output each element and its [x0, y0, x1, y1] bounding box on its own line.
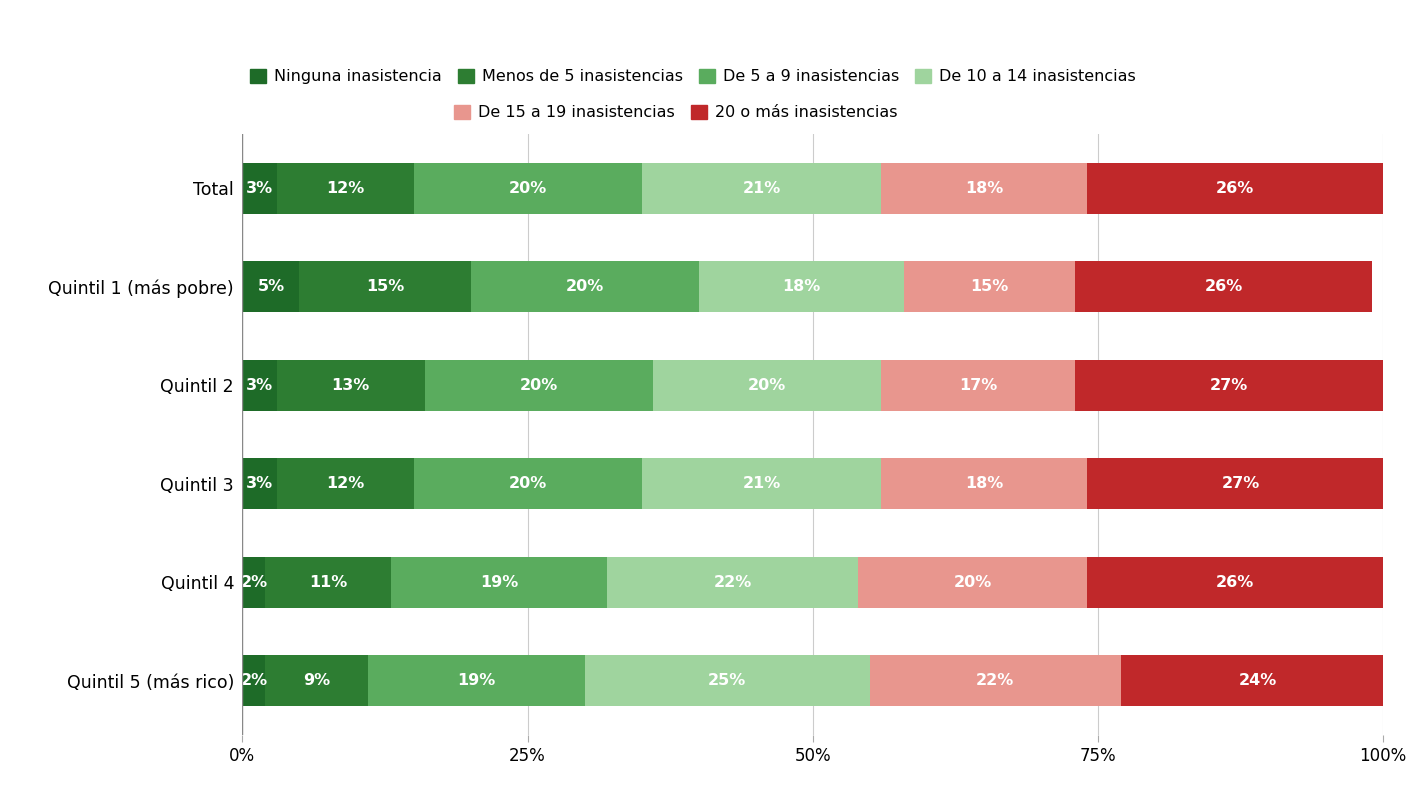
Text: 19%: 19%: [481, 574, 518, 589]
Text: 26%: 26%: [1216, 574, 1253, 589]
Text: 3%: 3%: [245, 181, 274, 196]
Text: 27%: 27%: [1222, 476, 1259, 491]
Text: 20%: 20%: [749, 378, 786, 393]
Text: 11%: 11%: [309, 574, 347, 589]
Bar: [1087, 458, 1395, 510]
Text: 20%: 20%: [566, 280, 603, 295]
Text: 21%: 21%: [743, 476, 780, 491]
Text: 19%: 19%: [458, 673, 495, 688]
Text: 12%: 12%: [327, 476, 364, 491]
Text: 18%: 18%: [965, 181, 1002, 196]
Text: 26%: 26%: [1216, 181, 1253, 196]
Bar: [881, 458, 1087, 510]
Text: 5%: 5%: [257, 280, 285, 295]
Text: 15%: 15%: [971, 280, 1008, 295]
Bar: [368, 655, 585, 706]
Bar: [242, 556, 265, 608]
Bar: [904, 261, 1075, 313]
Bar: [414, 163, 642, 214]
Text: 24%: 24%: [1239, 673, 1276, 688]
Bar: [391, 556, 607, 608]
Text: 20%: 20%: [520, 378, 558, 393]
Text: 20%: 20%: [509, 181, 546, 196]
Bar: [699, 261, 904, 313]
Bar: [1075, 359, 1383, 411]
Legend: De 15 a 19 inasistencias, 20 o más inasistencias: De 15 a 19 inasistencias, 20 o más inasi…: [455, 105, 897, 120]
Text: 15%: 15%: [366, 280, 404, 295]
Bar: [1087, 556, 1383, 608]
Bar: [414, 458, 642, 510]
Bar: [870, 655, 1121, 706]
Bar: [881, 359, 1075, 411]
Bar: [242, 359, 277, 411]
Text: 18%: 18%: [965, 476, 1002, 491]
Bar: [585, 655, 870, 706]
Bar: [265, 655, 368, 706]
Bar: [607, 556, 858, 608]
Bar: [242, 655, 265, 706]
Bar: [277, 163, 414, 214]
Text: 20%: 20%: [509, 476, 546, 491]
Bar: [242, 163, 277, 214]
Text: 3%: 3%: [245, 378, 274, 393]
Bar: [1075, 261, 1372, 313]
Text: 12%: 12%: [327, 181, 364, 196]
Text: 22%: 22%: [977, 673, 1014, 688]
Bar: [277, 359, 425, 411]
Bar: [653, 359, 881, 411]
Bar: [642, 163, 881, 214]
Text: 9%: 9%: [302, 673, 331, 688]
Bar: [242, 261, 299, 313]
Bar: [471, 261, 699, 313]
Text: 2%: 2%: [240, 574, 268, 589]
Text: 18%: 18%: [783, 280, 820, 295]
Text: 26%: 26%: [1205, 280, 1242, 295]
Text: 2%: 2%: [240, 673, 268, 688]
Text: 3%: 3%: [245, 476, 274, 491]
Bar: [425, 359, 653, 411]
Bar: [277, 458, 414, 510]
Bar: [299, 261, 471, 313]
Text: 27%: 27%: [1211, 378, 1248, 393]
Text: 13%: 13%: [332, 378, 369, 393]
Bar: [242, 458, 277, 510]
Bar: [265, 556, 391, 608]
Text: 25%: 25%: [709, 673, 746, 688]
Bar: [1087, 163, 1383, 214]
Bar: [881, 163, 1087, 214]
Bar: [642, 458, 881, 510]
Text: 17%: 17%: [960, 378, 997, 393]
Bar: [858, 556, 1087, 608]
Text: 20%: 20%: [954, 574, 991, 589]
Text: 21%: 21%: [743, 181, 780, 196]
Bar: [1121, 655, 1395, 706]
Text: 22%: 22%: [714, 574, 752, 589]
